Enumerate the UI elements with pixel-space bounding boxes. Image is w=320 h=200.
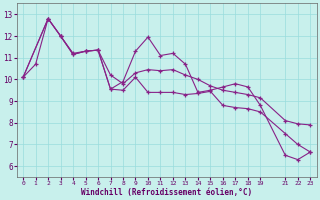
X-axis label: Windchill (Refroidissement éolien,°C): Windchill (Refroidissement éolien,°C) <box>81 188 252 197</box>
